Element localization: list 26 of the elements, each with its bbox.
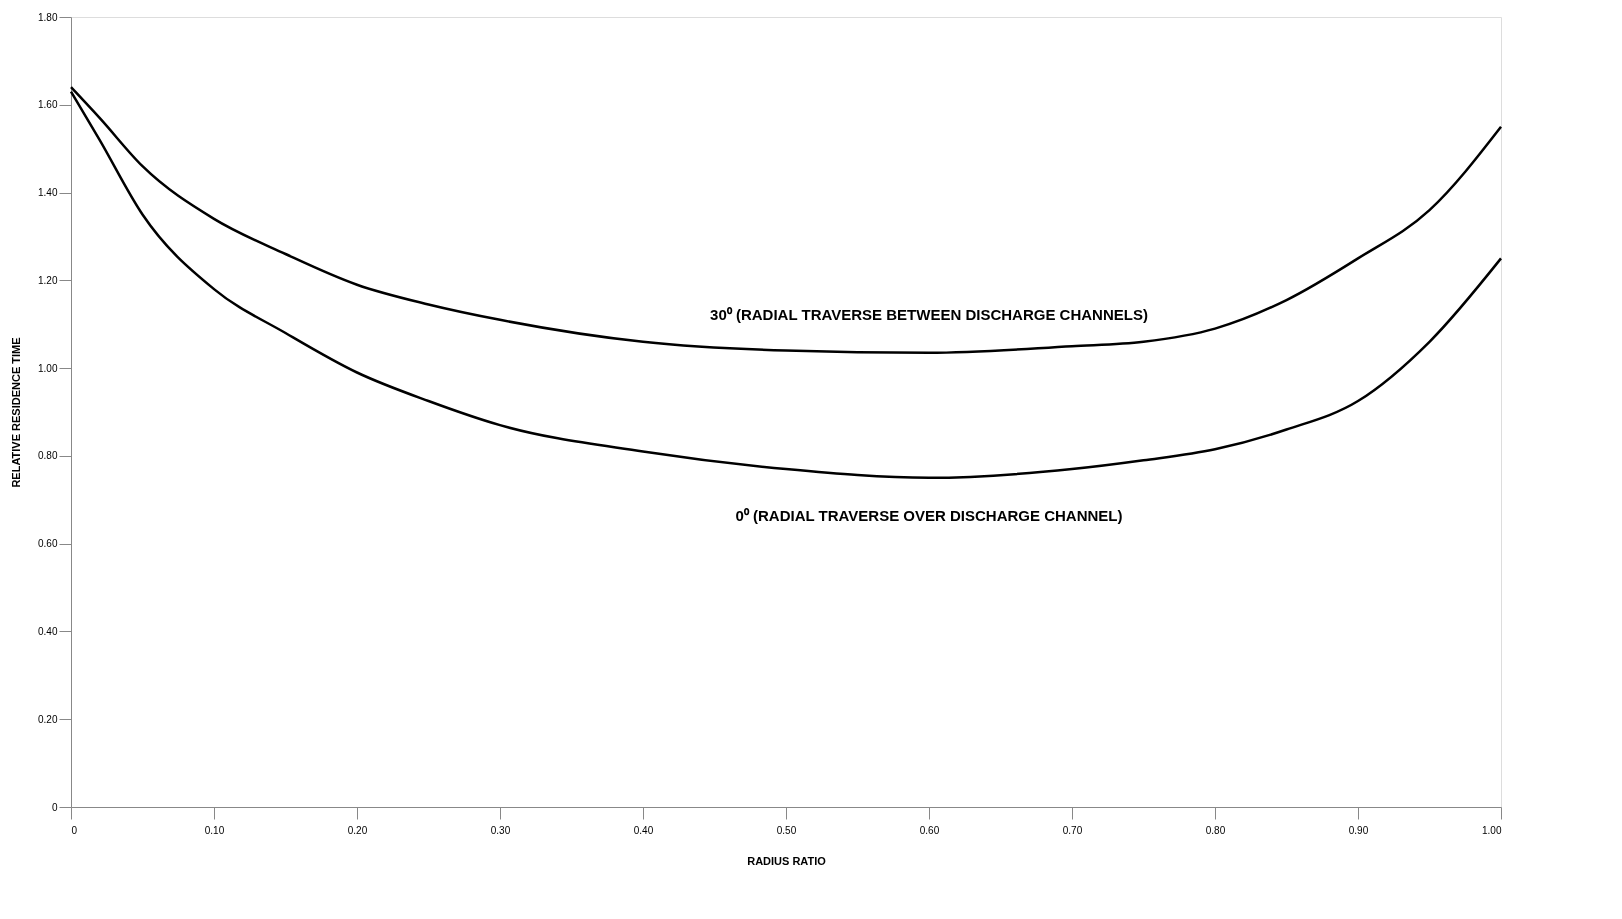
- x-tick-label: 0.60: [919, 824, 940, 836]
- x-tick-label: 0.40: [633, 824, 654, 836]
- x-tick-label: 1.00: [1482, 824, 1502, 836]
- y-tick-label: 0.20: [38, 713, 58, 725]
- y-tick-label: 1.80: [38, 11, 58, 23]
- x-tick-label: 0: [71, 824, 78, 836]
- x-tick-label: 0.20: [347, 824, 368, 836]
- x-tick-label: 0.90: [1348, 824, 1369, 836]
- x-tick-label: 0.10: [204, 824, 225, 836]
- series-label: 30⁰ (RADIAL TRAVERSE BETWEEN DISCHARGE CHANNELS): [710, 305, 1148, 323]
- x-tick-label: 0.50: [776, 824, 797, 836]
- y-axis-title: RELATIVE RESIDENCE TIME: [10, 337, 23, 488]
- line-series: [69, 90, 1503, 480]
- text: 0⁰ (RADIAL TRAVERSE OVER DISCHARGE CHANNEL): [735, 506, 1123, 524]
- y-tick-label: 0.40: [38, 625, 58, 637]
- x-tick-label: 0.80: [1205, 824, 1226, 836]
- y-tick-label: 0.80: [38, 450, 58, 462]
- y-tick-label: 0: [51, 801, 58, 813]
- y-tick-label: 1.20: [38, 274, 58, 286]
- x-tick-label: 0.70: [1062, 824, 1083, 836]
- x-axis-title: RADIUS RATIO: [747, 854, 827, 867]
- y-tick-label: 1.40: [38, 187, 58, 199]
- y-tick-label: 1.60: [38, 99, 58, 111]
- x-tick-label: 0.30: [490, 824, 511, 836]
- y-tick-label: 1.00: [38, 362, 58, 374]
- y-tick-label: 0.60: [38, 538, 58, 550]
